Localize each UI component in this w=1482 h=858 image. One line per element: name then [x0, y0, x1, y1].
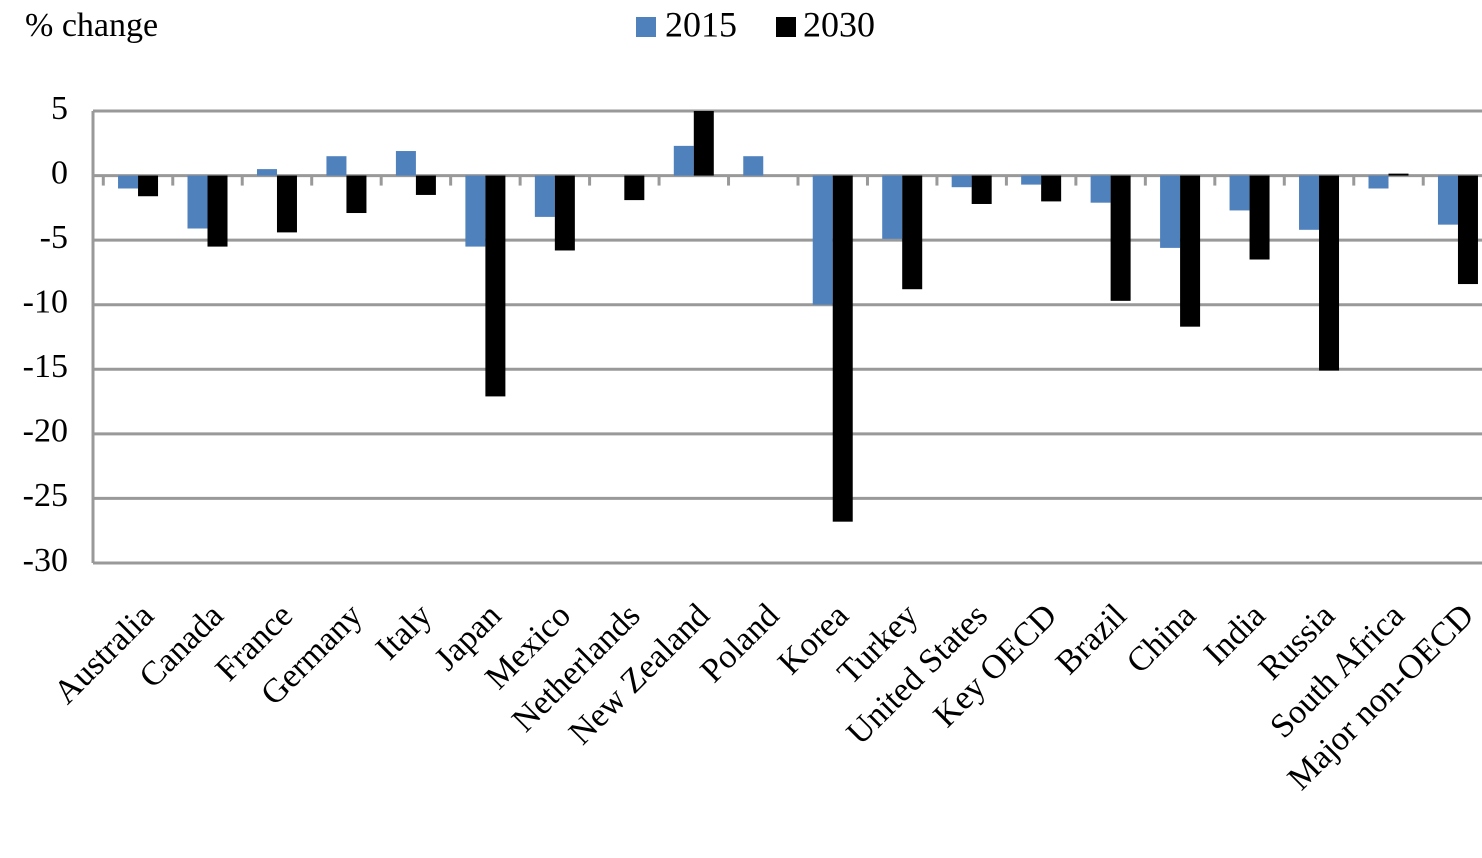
bar — [673, 145, 694, 176]
bar — [138, 175, 159, 197]
bar — [534, 175, 555, 217]
bar — [276, 175, 297, 233]
x-tick-label: China — [1120, 597, 1204, 681]
y-tick-label: -10 — [23, 284, 68, 321]
y-axis-label: % change — [25, 7, 158, 44]
bar — [1368, 175, 1389, 189]
bar — [326, 156, 347, 176]
legend-swatch — [776, 17, 796, 37]
y-tick-label: -15 — [23, 348, 68, 385]
bar — [882, 175, 903, 239]
y-tick-label: 5 — [51, 90, 68, 127]
bar — [1299, 175, 1320, 230]
bar — [1388, 173, 1409, 176]
bar — [465, 175, 486, 247]
bar — [1041, 175, 1062, 202]
y-tick-label: 0 — [51, 154, 68, 191]
x-tick-label: Poland — [693, 597, 786, 690]
bar — [951, 175, 972, 188]
bar — [624, 175, 645, 201]
bar — [743, 156, 764, 176]
bar — [971, 175, 992, 204]
x-tick-label: Italy — [369, 597, 439, 667]
bar — [346, 175, 367, 214]
bar — [1319, 175, 1340, 371]
bar — [118, 175, 139, 189]
bar — [1021, 175, 1042, 185]
legend-label: 2030 — [803, 4, 875, 44]
bar — [207, 175, 228, 247]
bar — [1229, 175, 1250, 211]
bar — [812, 175, 833, 305]
bar — [485, 175, 506, 397]
y-tick-label: -30 — [23, 542, 68, 579]
y-tick-label: -5 — [40, 219, 68, 256]
bar — [832, 175, 853, 522]
bar — [415, 175, 436, 195]
bar — [1110, 175, 1131, 301]
bar — [554, 175, 575, 251]
bar — [1457, 175, 1478, 285]
bar — [256, 169, 277, 176]
bar — [395, 151, 416, 176]
bar — [1249, 175, 1270, 260]
bar — [1180, 175, 1201, 327]
bar — [1160, 175, 1181, 248]
bar — [1090, 175, 1111, 203]
bar — [1437, 175, 1458, 225]
bar — [693, 111, 714, 176]
x-tick-label: Australia — [47, 597, 161, 711]
x-tick-label: Brazil — [1049, 597, 1134, 682]
bar — [187, 175, 208, 229]
bar — [902, 175, 923, 290]
legend-swatch — [636, 17, 656, 37]
y-tick-label: -20 — [23, 413, 68, 450]
legend-label: 2015 — [665, 4, 737, 44]
y-tick-label: -25 — [23, 477, 68, 514]
